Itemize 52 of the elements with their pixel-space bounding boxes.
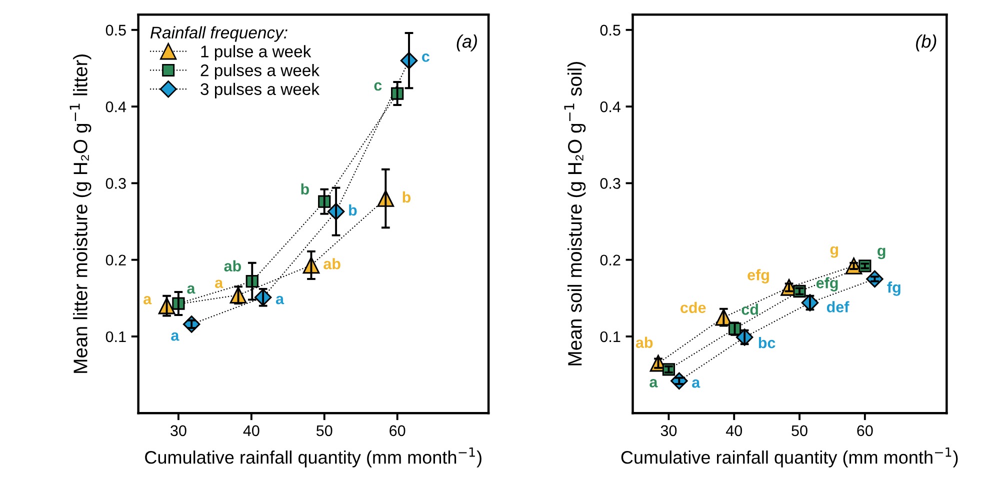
y-tick-label: 0.2 bbox=[600, 254, 620, 266]
annotation: (b) bbox=[916, 34, 936, 52]
y-tick-label: 0.4 bbox=[600, 101, 620, 112]
x-tick-label: 50 bbox=[792, 425, 808, 436]
data-label: c bbox=[374, 82, 382, 91]
y-tick-label: 0.5 bbox=[600, 24, 620, 36]
y-tick-label: 0.4 bbox=[106, 101, 126, 112]
data-label: c bbox=[422, 54, 430, 62]
y-tick-label: 0.1 bbox=[600, 331, 620, 342]
data-label: a bbox=[650, 379, 658, 388]
legend-label: 2 pulses a week bbox=[200, 64, 320, 80]
y-tick-label: 0.5 bbox=[106, 24, 126, 36]
data-label: ab bbox=[324, 258, 340, 270]
data-label: efg bbox=[816, 277, 838, 292]
y-axis-title: Mean litter moisture (g H₂O g$^{−1}$ litter) bbox=[70, 54, 92, 373]
legend-title: Rainfall frequency: bbox=[150, 26, 288, 42]
data-label: a bbox=[276, 296, 284, 304]
x-tick-label: 40 bbox=[726, 425, 742, 436]
data-label: g bbox=[878, 248, 886, 260]
x-axis-title: Cumulative rainfall quantity (mm month$^{−1}$) bbox=[145, 447, 482, 468]
data-label: ab bbox=[636, 336, 653, 348]
x-tick-label: 60 bbox=[857, 425, 873, 436]
data-label: cd bbox=[742, 304, 758, 315]
data-label: def bbox=[826, 301, 850, 312]
data-label: a bbox=[144, 296, 152, 304]
y-tick-label: 0.2 bbox=[106, 254, 126, 266]
data-label: a bbox=[215, 280, 224, 288]
x-tick-label: 30 bbox=[170, 425, 186, 436]
data-label: bc bbox=[758, 337, 776, 348]
y-tick-label: 0.3 bbox=[106, 178, 126, 189]
x-axis-title: Cumulative rainfall quantity (mm month$^{−1}$) bbox=[621, 447, 958, 468]
data-label: b bbox=[349, 204, 357, 216]
data-label: b bbox=[301, 183, 309, 195]
data-label: g bbox=[830, 246, 838, 258]
data-label: a bbox=[187, 285, 196, 294]
y-tick-label: 0.3 bbox=[600, 178, 620, 189]
data-label: efg bbox=[748, 269, 769, 284]
legend-label: 3 pulses a week bbox=[200, 82, 320, 98]
data-label: cde bbox=[680, 302, 706, 314]
x-tick-label: 40 bbox=[243, 425, 260, 436]
x-tick-label: 60 bbox=[390, 425, 406, 436]
legend-label: 1 pulse a week bbox=[201, 45, 312, 61]
data-label: b bbox=[402, 191, 411, 203]
x-tick-label: 50 bbox=[316, 425, 332, 436]
data-label: a bbox=[692, 379, 700, 388]
y-axis-title: Mean soil moisture (g H₂O g$^{−1}$ soil) bbox=[564, 62, 586, 366]
x-tick-label: 30 bbox=[660, 425, 677, 436]
data-label: a bbox=[171, 332, 180, 341]
y-tick-label: 0.1 bbox=[106, 331, 126, 342]
data-label: fg bbox=[887, 282, 900, 296]
data-label: ab bbox=[224, 260, 241, 272]
annotation: (a) bbox=[456, 34, 477, 52]
